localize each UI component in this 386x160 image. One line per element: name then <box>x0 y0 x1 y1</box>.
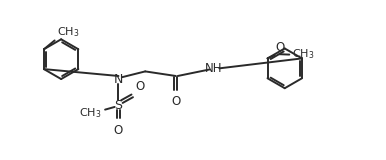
Text: CH$_3$: CH$_3$ <box>292 48 315 61</box>
Text: CH$_3$: CH$_3$ <box>56 25 79 39</box>
Text: O: O <box>135 80 144 93</box>
Text: NH: NH <box>205 62 223 75</box>
Text: CH$_3$: CH$_3$ <box>79 106 101 120</box>
Text: S: S <box>115 99 122 112</box>
Text: O: O <box>276 41 285 54</box>
Text: N: N <box>114 72 123 86</box>
Text: O: O <box>171 95 180 108</box>
Text: O: O <box>114 124 123 137</box>
